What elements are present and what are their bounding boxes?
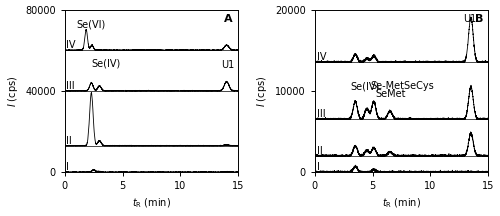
Text: IV: IV: [316, 52, 326, 62]
Text: IV: IV: [66, 40, 76, 50]
Text: III: III: [316, 109, 325, 119]
X-axis label: $t_\mathrm{R}$ (min): $t_\mathrm{R}$ (min): [382, 197, 421, 210]
Text: II: II: [66, 136, 72, 146]
Text: U1: U1: [463, 14, 476, 24]
Text: II: II: [316, 146, 322, 156]
Y-axis label: $I$ (cps): $I$ (cps): [256, 75, 270, 106]
Text: I: I: [316, 162, 320, 172]
Y-axis label: $I$ (cps): $I$ (cps): [6, 75, 20, 106]
Text: III: III: [66, 81, 75, 91]
Text: Se(VI): Se(VI): [76, 20, 106, 30]
Text: A: A: [224, 14, 233, 24]
X-axis label: $t_\mathrm{R}$ (min): $t_\mathrm{R}$ (min): [132, 197, 171, 210]
Text: Se(IV): Se(IV): [92, 58, 120, 68]
Text: U1: U1: [221, 60, 234, 70]
Text: SeMet: SeMet: [375, 89, 406, 99]
Text: Se(IV): Se(IV): [350, 81, 380, 91]
Text: Se-MetSeCys: Se-MetSeCys: [370, 81, 434, 91]
Text: I: I: [66, 162, 70, 172]
Text: B: B: [474, 14, 483, 24]
